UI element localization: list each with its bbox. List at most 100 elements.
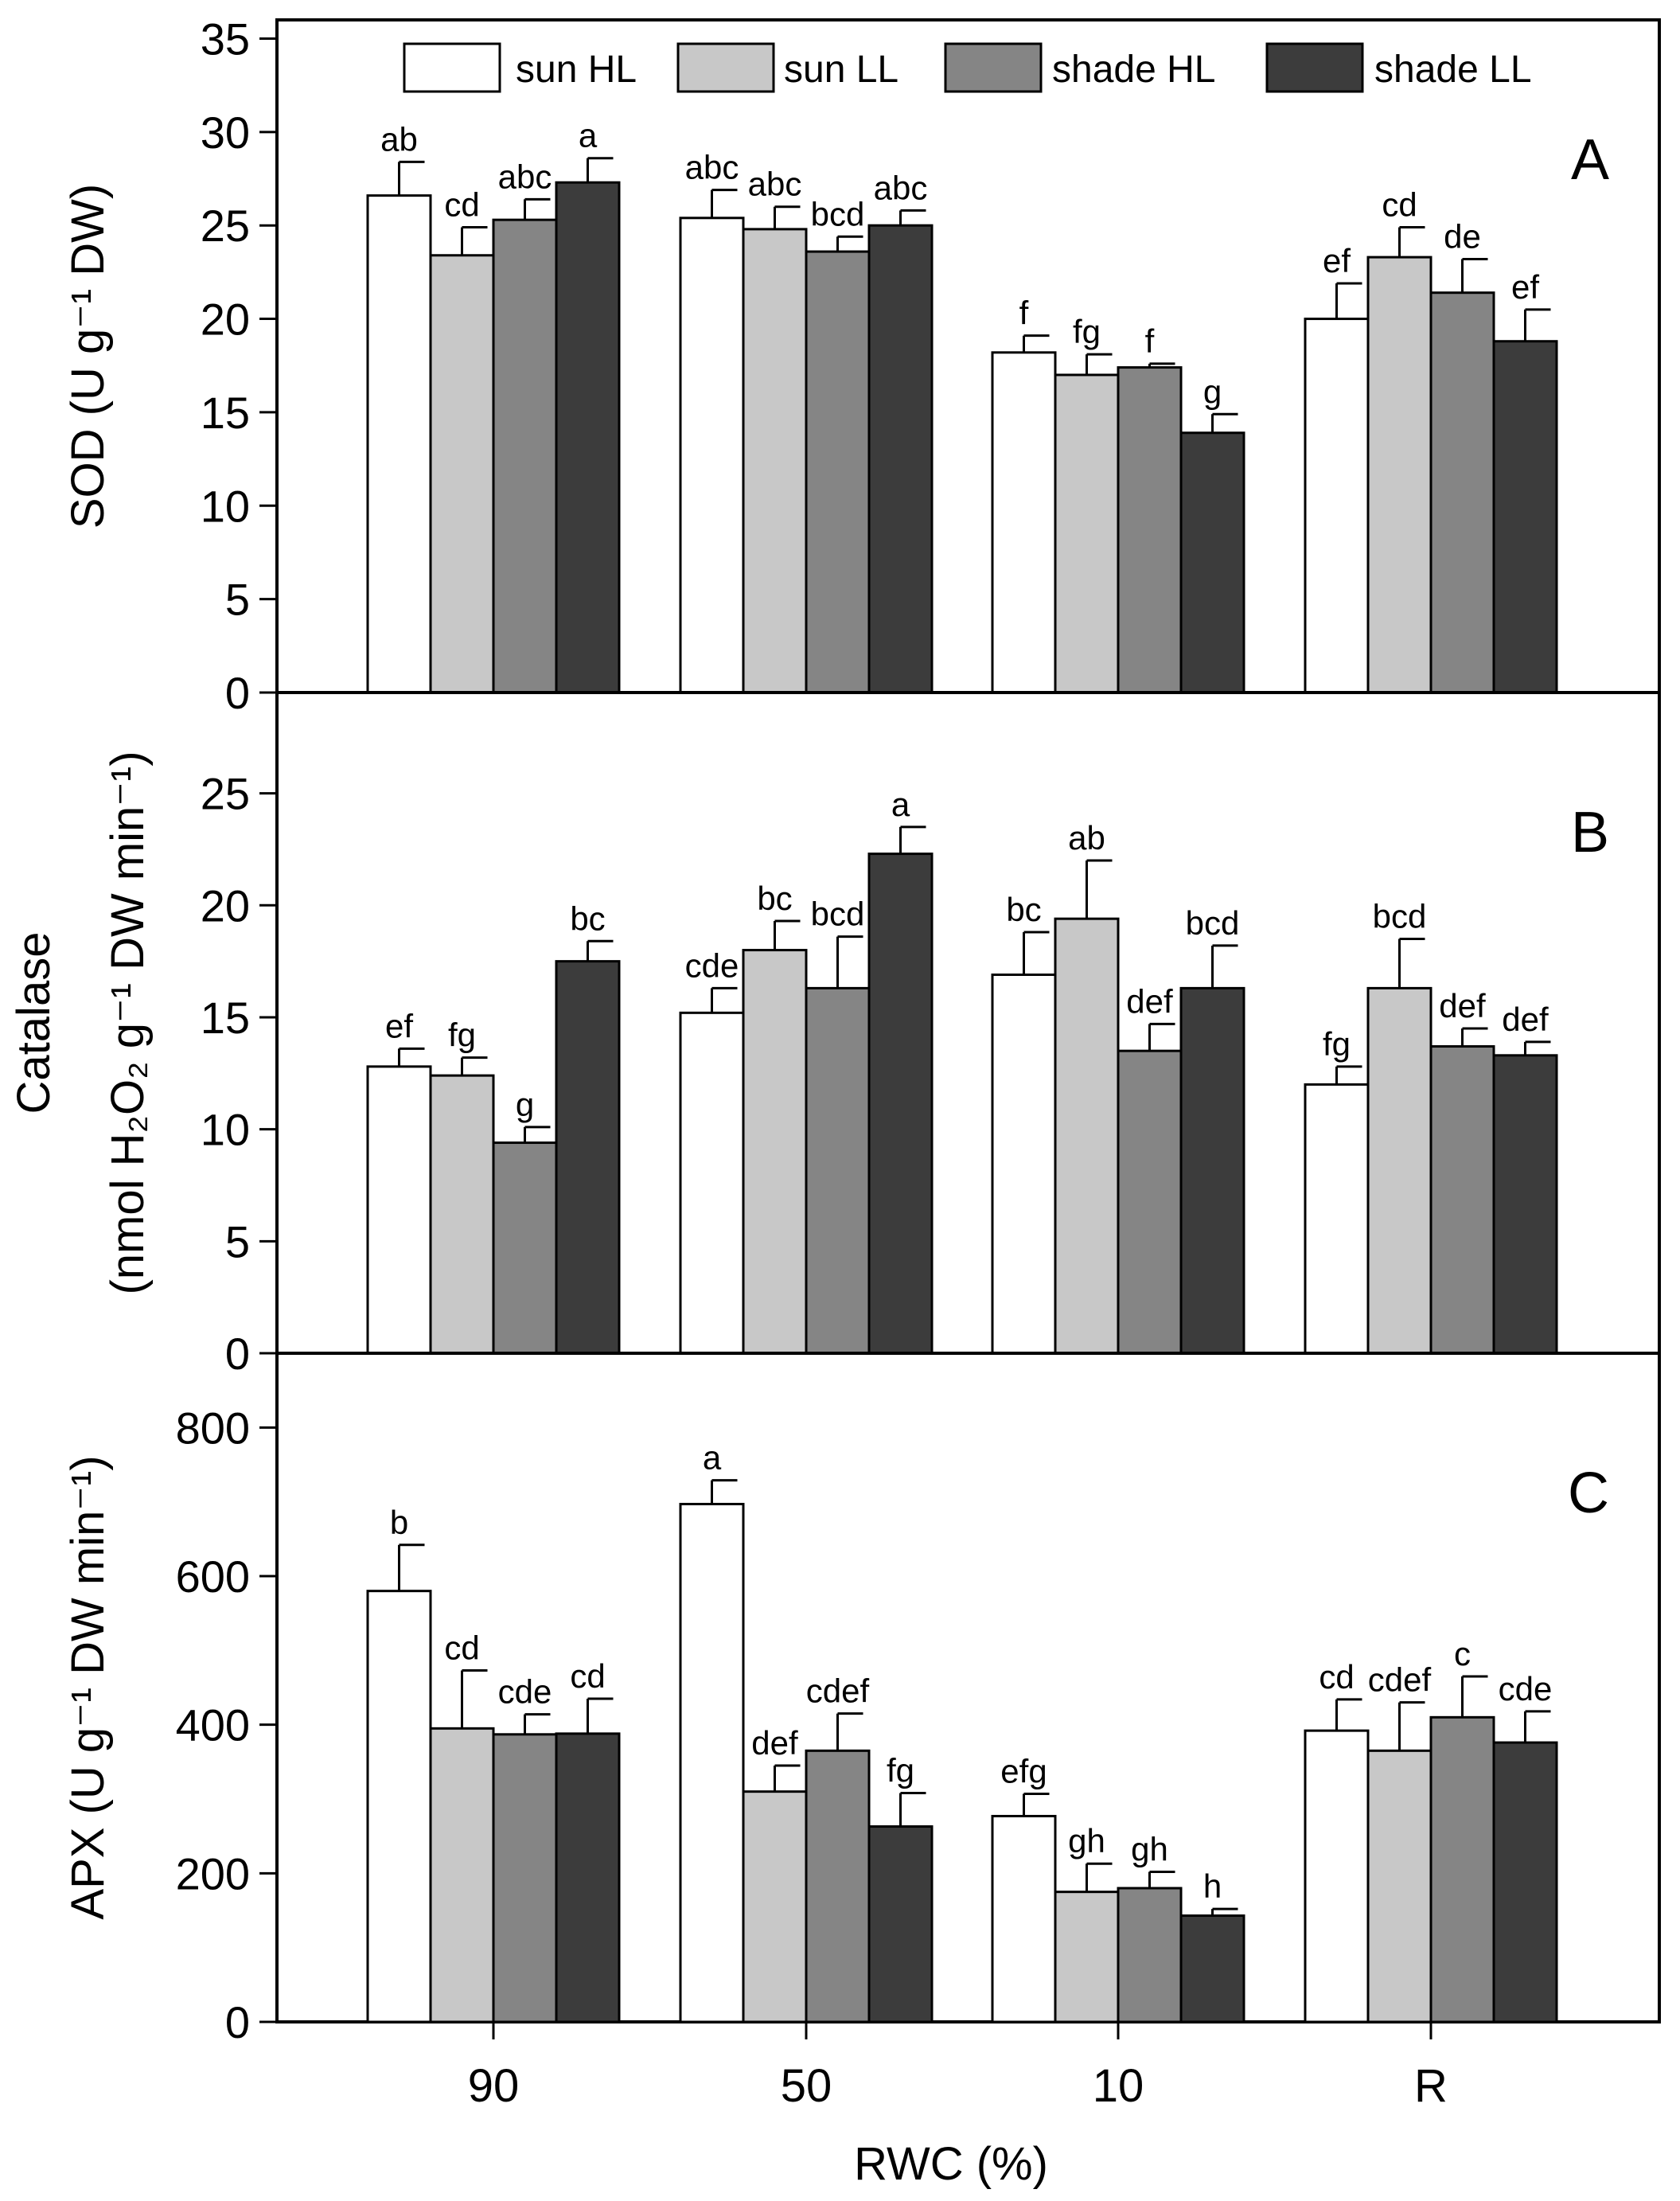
- legend-label: sun LL: [784, 49, 898, 91]
- legend: sun HL sun LL shade HL shade LL: [403, 42, 1532, 93]
- y-tick-label: 800: [176, 1403, 250, 1453]
- bar: [867, 853, 934, 1355]
- bar: [991, 1814, 1057, 2023]
- bar: [991, 351, 1057, 694]
- x-tick-label: 90: [468, 2060, 520, 2112]
- significance-letter: a: [703, 1439, 722, 1477]
- bar: [366, 1590, 432, 2023]
- y-tick-label: 10: [201, 1105, 250, 1155]
- legend-swatch: [1265, 42, 1364, 93]
- panel-label: A: [1571, 128, 1609, 192]
- panel-frame: [275, 1352, 1661, 2023]
- bar: [492, 218, 558, 694]
- bar: [555, 181, 621, 694]
- significance-letter: bcd: [1186, 904, 1240, 942]
- significance-letter: c: [1454, 1635, 1471, 1672]
- y-axis-title: APX (U g⁻¹ DW min⁻¹): [62, 1455, 114, 1919]
- y-axis-title: Catalase: [8, 932, 60, 1114]
- bar: [679, 1011, 745, 1355]
- significance-letter: abc: [685, 149, 739, 186]
- significance-letter: fg: [887, 1752, 914, 1789]
- bar: [366, 194, 432, 694]
- significance-letter: bc: [1006, 891, 1041, 928]
- bar: [1429, 291, 1495, 694]
- bar: [429, 1074, 495, 1355]
- significance-letter: ab: [380, 120, 418, 158]
- y-tick-label: 15: [201, 388, 250, 438]
- bar: [492, 1141, 558, 1355]
- y-tick-label: 20: [201, 880, 250, 931]
- y-tick-label: 25: [201, 769, 250, 819]
- significance-letter: a: [579, 117, 598, 154]
- significance-letter: abc: [498, 158, 552, 195]
- bar: [1366, 986, 1432, 1355]
- y-tick-label: 400: [176, 1700, 250, 1750]
- significance-letter: def: [751, 1724, 798, 1762]
- bar: [1492, 1741, 1558, 2023]
- panel-C: 0 200 400 600 800 APX (U g⁻¹ DW min⁻¹) Cb a efg c…: [62, 1352, 1661, 2112]
- y-tick-label: 25: [201, 201, 250, 251]
- bar: [1429, 1715, 1495, 2023]
- bar: [805, 986, 871, 1355]
- legend-label: sun HL: [516, 49, 637, 91]
- y-tick-label: 0: [225, 1329, 250, 1379]
- bar: [1179, 431, 1245, 694]
- bar: [555, 1732, 621, 2023]
- y-tick-label: 0: [225, 668, 250, 718]
- bar: [555, 960, 621, 1355]
- legend-swatch: [676, 42, 775, 93]
- significance-letter: bc: [757, 880, 792, 917]
- y-tick-label: 10: [201, 481, 250, 531]
- y-axis-title: SOD (U g⁻¹ DW): [62, 184, 114, 529]
- significance-letter: cde: [685, 946, 739, 984]
- significance-letter: ef: [385, 1007, 413, 1044]
- bar: [1304, 318, 1370, 694]
- significance-letter: gh: [1068, 1822, 1105, 1860]
- legend-swatch: [944, 42, 1043, 93]
- significance-letter: cdef: [1368, 1661, 1432, 1699]
- significance-letter: cd: [444, 186, 479, 224]
- x-axis-title: RWC (%): [854, 2138, 1048, 2190]
- bar: [1492, 340, 1558, 694]
- significance-letter: ef: [1323, 242, 1351, 279]
- bar: [1366, 1749, 1432, 2023]
- bar: [1429, 1045, 1495, 1355]
- bar: [742, 228, 808, 694]
- bar: [679, 217, 745, 694]
- x-tick-label: 50: [781, 2060, 832, 2112]
- legend-label: shade LL: [1374, 49, 1532, 91]
- panel-B: 0 5 10 15 20 25 Catalase (nmol H₂O₂ g⁻¹ DW min⁻…: [8, 691, 1661, 1379]
- y-tick-label: 200: [176, 1848, 250, 1899]
- significance-letter: cde: [498, 1673, 552, 1711]
- y-tick-label: 30: [201, 107, 250, 158]
- significance-letter: de: [1444, 217, 1481, 255]
- bar: [1117, 366, 1183, 694]
- legend-swatch: [403, 42, 501, 93]
- bar: [366, 1065, 432, 1355]
- bar: [1054, 373, 1120, 694]
- bar: [867, 1825, 934, 2023]
- bar: [1179, 986, 1245, 1355]
- significance-letter: b: [390, 1504, 408, 1541]
- y-tick-label: 15: [201, 993, 250, 1043]
- significance-letter: cd: [444, 1629, 479, 1667]
- significance-letter: abc: [748, 166, 802, 203]
- bar: [1492, 1054, 1558, 1355]
- significance-letter: def: [1502, 1001, 1549, 1038]
- significance-letter: ab: [1068, 819, 1105, 857]
- significance-letter: bcd: [811, 896, 865, 933]
- significance-letter: g: [516, 1086, 534, 1123]
- bar: [1179, 1914, 1245, 2023]
- significance-letter: h: [1203, 1867, 1222, 1905]
- bar: [991, 974, 1057, 1355]
- y-tick-label: 600: [176, 1551, 250, 1602]
- bar: [1304, 1083, 1370, 1355]
- significance-letter: cdef: [806, 1672, 870, 1710]
- bar: [429, 254, 495, 694]
- bar: [867, 224, 934, 694]
- bar: [805, 1749, 871, 2023]
- significance-letter: cd: [570, 1657, 605, 1695]
